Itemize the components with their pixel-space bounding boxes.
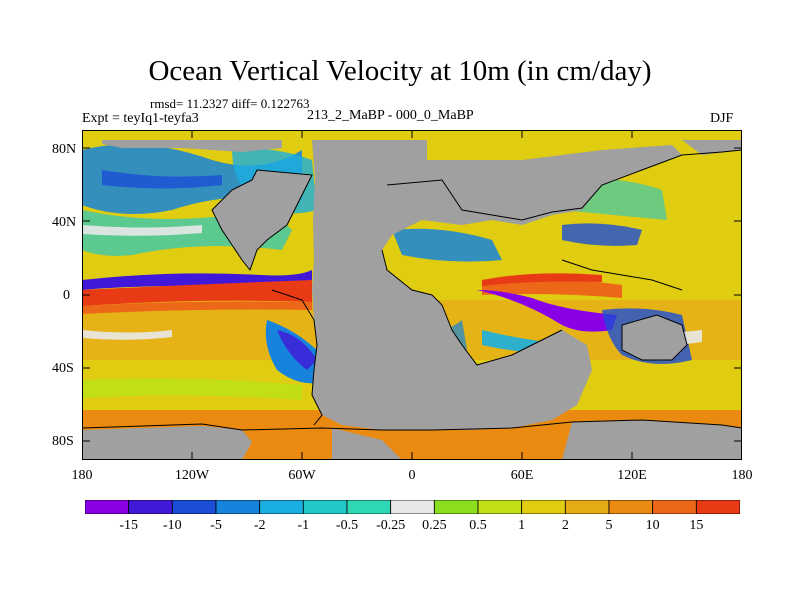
colorbar-box bbox=[128, 500, 173, 514]
colorbar bbox=[85, 500, 740, 514]
lon-label: 60W bbox=[288, 468, 316, 483]
axis-ticks bbox=[82, 130, 742, 460]
lon-label: 120E bbox=[617, 468, 647, 483]
lon-label: 60E bbox=[510, 468, 534, 483]
colorbar-box bbox=[259, 500, 304, 514]
colorbar-box bbox=[695, 500, 740, 514]
lat-label: 80S bbox=[52, 434, 74, 449]
field-band bbox=[482, 273, 602, 286]
field-patch bbox=[82, 225, 202, 236]
colorbar-label: 5 bbox=[605, 518, 613, 533]
colorbar-box bbox=[390, 500, 435, 514]
colorbar-label: -10 bbox=[162, 518, 182, 533]
colorbar-label: -5 bbox=[210, 518, 222, 533]
lat-label: 40N bbox=[52, 215, 77, 230]
colorbar-label: -0.5 bbox=[335, 518, 359, 533]
field-band bbox=[82, 301, 312, 314]
colorbar-box bbox=[608, 500, 654, 514]
colorbar-label: -15 bbox=[119, 518, 138, 533]
colorbar-label: 0.5 bbox=[469, 518, 487, 533]
colorbar-label: 1 bbox=[518, 518, 526, 533]
colorbar-box bbox=[215, 500, 261, 514]
land-masses bbox=[82, 140, 742, 460]
field-band bbox=[82, 378, 302, 400]
field-patch bbox=[392, 228, 502, 262]
colorbar-box bbox=[564, 500, 610, 514]
colorbar-label: -2 bbox=[253, 518, 266, 533]
field-band bbox=[82, 280, 312, 306]
lat-label: 40S bbox=[52, 361, 74, 376]
stats-label: rmsd= 11.2327 diff= 0.122763 bbox=[150, 96, 310, 111]
velocity-map bbox=[82, 130, 742, 460]
colorbar-label: 0.25 bbox=[422, 518, 447, 533]
colorbar-label: 10 bbox=[645, 518, 660, 533]
lon-label: 180 bbox=[71, 468, 93, 483]
colorbar-label: 2 bbox=[561, 518, 569, 533]
coastlines bbox=[82, 149, 742, 431]
experiment-label: Expt = teyIq1-teyfa3 bbox=[82, 111, 199, 126]
lon-label: 180 bbox=[731, 468, 753, 483]
colorbar-box bbox=[652, 500, 697, 514]
season-label: DJF bbox=[710, 111, 734, 126]
colorbar-label: -0.25 bbox=[376, 518, 406, 533]
colorbar-label: -1 bbox=[297, 518, 310, 533]
colorbar-box bbox=[477, 500, 523, 514]
lat-label: 80N bbox=[52, 142, 77, 157]
lat-label: 0 bbox=[63, 288, 70, 303]
lon-label: 0 bbox=[408, 468, 416, 483]
field-patch bbox=[82, 330, 172, 340]
colorbar-box bbox=[85, 500, 130, 514]
colorbar-box bbox=[346, 500, 392, 514]
colorbar-label: 15 bbox=[689, 518, 704, 533]
lon-label: 120W bbox=[174, 468, 210, 483]
colorbar-box bbox=[433, 500, 479, 514]
colorbar-box bbox=[171, 500, 217, 514]
subtitle-label: 213_2_MaBP - 000_0_MaBP bbox=[307, 108, 474, 123]
colorbar-box bbox=[521, 500, 566, 514]
field-patch bbox=[277, 330, 317, 370]
field-patch bbox=[102, 170, 222, 189]
field-band bbox=[482, 278, 622, 298]
colorbar-box bbox=[302, 500, 348, 514]
field-patch bbox=[477, 290, 617, 332]
field-patch bbox=[562, 223, 642, 246]
map-title: Ocean Vertical Velocity at 10m (in cm/da… bbox=[148, 55, 652, 87]
